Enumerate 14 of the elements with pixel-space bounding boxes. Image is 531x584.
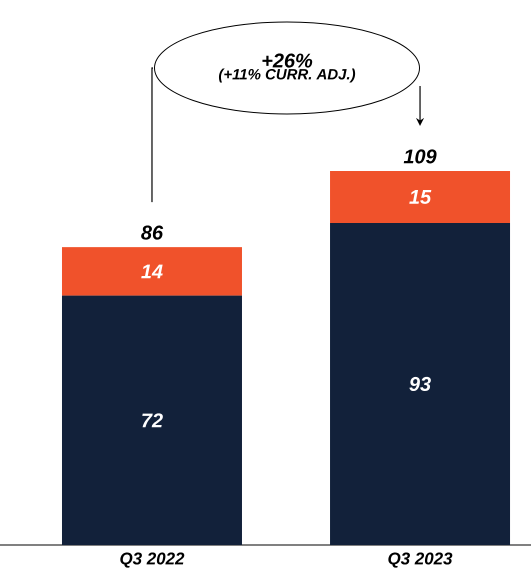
data-label: 14 xyxy=(141,264,163,278)
text: +26% xyxy=(262,54,312,68)
x-tick-label: Q3 2022 xyxy=(120,552,184,568)
total-label: 86 xyxy=(141,226,164,240)
text: (+11% CURR. ADJ.) xyxy=(218,68,356,82)
total-label: 109 xyxy=(404,149,437,164)
data-label: 72 xyxy=(142,413,163,428)
bar xyxy=(330,222,510,545)
bar xyxy=(62,296,242,545)
data-label: 15 xyxy=(409,190,432,204)
x-tick-label: Q3 2023 xyxy=(388,552,452,568)
bar xyxy=(62,247,242,296)
data-label: 93 xyxy=(409,376,431,392)
bar xyxy=(330,170,510,223)
